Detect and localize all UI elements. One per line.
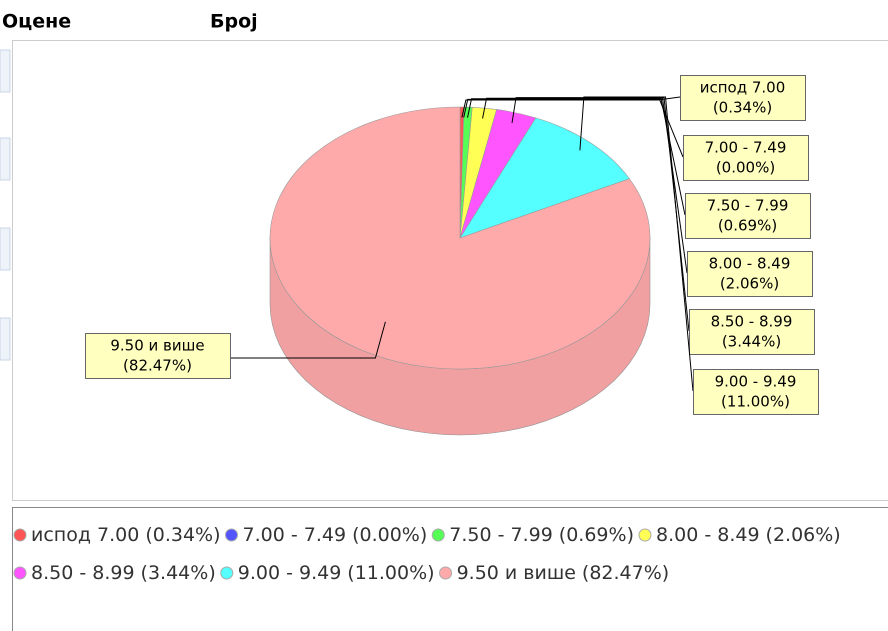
label-value: (82.47%) [123,357,192,375]
label-box [683,135,809,181]
legend-value: (0.34%) [145,524,220,546]
legend-item: 7.00 - 7.49 (0.00%) [225,524,428,546]
table-sliver [0,137,11,181]
leader-line [461,96,681,118]
leader-line [230,321,386,359]
pie-side-shade [270,238,650,435]
legend-swatch [638,528,652,542]
label-category: 8.00 - 8.49 [709,255,791,273]
legend-item: 8.50 - 8.99 (3.44%) [13,562,216,584]
label-category: 8.50 - 8.99 [711,313,793,331]
legend-label: 7.00 - 7.49 (0.00%) [243,524,428,546]
header-col: Оцене [2,11,71,33]
label-category: 9.00 - 9.49 [715,373,797,391]
legend-value: (82.47%) [582,562,669,584]
legend-item: 9.00 - 9.49 (11.00%) [220,562,435,584]
leader-line [463,98,684,158]
legend-value: (0.00%) [352,524,427,546]
label-box [680,75,806,121]
legend-label: 7.50 - 7.99 (0.69%) [449,524,634,546]
label-box [689,309,815,355]
legend-value: (3.44%) [141,562,216,584]
label-value: (2.06%) [720,275,779,293]
legend-category: 8.50 - 8.99 [31,562,135,584]
legend-category: 9.00 - 9.49 [238,562,342,584]
legend-value: (11.00%) [347,562,434,584]
legend-category: 9.50 и више [457,562,576,584]
table-sliver [0,49,11,93]
legend-swatch [439,566,453,580]
legend-swatch [13,528,27,542]
label-box [685,193,811,239]
pie-slice [459,117,630,239]
label-category: испод 7.00 [700,79,786,97]
legend-label: 8.50 - 8.99 (3.44%) [31,562,216,584]
legend-category: 8.00 - 8.49 [656,524,760,546]
legend-category: 7.50 - 7.99 [449,524,553,546]
label-box [687,251,813,297]
label-category: 7.00 - 7.49 [705,139,787,157]
label-value: (0.00%) [716,159,775,177]
label-value: (0.34%) [713,99,772,117]
legend-value: (0.69%) [559,524,634,546]
legend-label: 9.00 - 9.49 (11.00%) [238,562,435,584]
label-box [693,369,819,415]
table-sliver [0,227,11,271]
legend-category: испод 7.00 [31,524,139,546]
label-box [85,333,231,379]
legend-category: 7.00 - 7.49 [243,524,347,546]
table-sliver [0,317,11,361]
legend-label: испод 7.00 (0.34%) [31,524,221,546]
legend-swatch [13,566,27,580]
legend-item: 7.50 - 7.99 (0.69%) [431,524,634,546]
label-value: (11.00%) [721,393,790,411]
label-value: (0.69%) [718,217,777,235]
label-value: (3.44%) [722,333,781,351]
legend-item: 8.00 - 8.49 (2.06%) [638,524,841,546]
label-category: 7.50 - 7.99 [707,197,789,215]
legend-label: 9.50 и више (82.47%) [457,562,670,584]
legend-label: 8.00 - 8.49 (2.06%) [656,524,841,546]
leader-line [579,96,694,392]
pie-slice [269,106,651,370]
leader-line [467,98,686,216]
header-col: Број [210,11,258,33]
leader-line [482,97,688,274]
label-category: 9.50 и више [110,337,204,355]
legend-swatch [225,528,239,542]
legend-swatch [220,566,234,580]
legend-item: 9.50 и више (82.47%) [439,562,670,584]
legend-item: испод 7.00 (0.34%) [13,524,221,546]
legend-value: (2.06%) [766,524,841,546]
legend-swatch [431,528,445,542]
